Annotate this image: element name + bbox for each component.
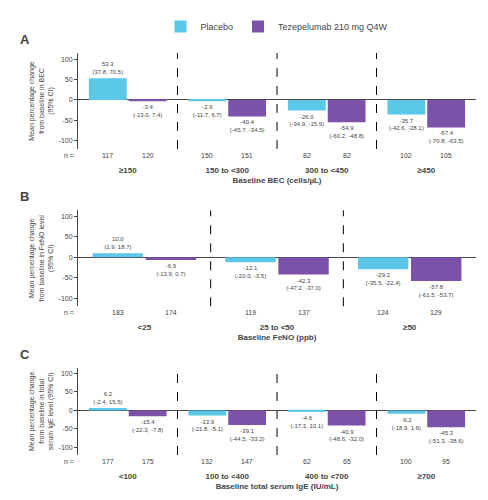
svg-text:Baseline FeNO (ppb): Baseline FeNO (ppb) bbox=[238, 333, 317, 342]
svg-text:147: 147 bbox=[241, 458, 253, 465]
svg-text:50: 50 bbox=[65, 233, 73, 240]
svg-text:≥700: ≥700 bbox=[417, 472, 435, 481]
svg-text:-57.8(-61.5, -53.7): -57.8(-61.5, -53.7) bbox=[419, 284, 454, 298]
svg-text:124: 124 bbox=[377, 309, 389, 316]
svg-text:-50: -50 bbox=[62, 425, 72, 432]
svg-text:0: 0 bbox=[69, 96, 73, 103]
svg-text:400 to <700: 400 to <700 bbox=[305, 472, 349, 481]
svg-text:-54.9(-60.2, -48.8): -54.9(-60.2, -48.8) bbox=[329, 125, 364, 139]
svg-text:-3.4(-13.0, 7.4): -3.4(-13.0, 7.4) bbox=[133, 104, 162, 118]
svg-text:Baseline total serum IgE (IU/m: Baseline total serum IgE (IU/mL) bbox=[216, 482, 339, 491]
svg-text:-29.2(-35.5, -22.4): -29.2(-35.5, -22.4) bbox=[366, 272, 401, 286]
svg-text:100: 100 bbox=[61, 213, 73, 220]
svg-text:177: 177 bbox=[102, 458, 114, 465]
svg-text:129: 129 bbox=[430, 309, 442, 316]
svg-text:102: 102 bbox=[400, 152, 412, 159]
svg-text:C: C bbox=[20, 347, 30, 362]
svg-text:-67.4(-70.8, -63.5): -67.4(-70.8, -63.5) bbox=[429, 130, 464, 144]
svg-text:132: 132 bbox=[201, 458, 213, 465]
svg-text:-42.3(-47.2, -37.0): -42.3(-47.2, -37.0) bbox=[286, 278, 321, 292]
svg-text:-4.6(-17.3, 10.1): -4.6(-17.3, 10.1) bbox=[291, 415, 324, 429]
svg-text:25 to <50: 25 to <50 bbox=[260, 323, 295, 332]
svg-text:n =: n = bbox=[64, 458, 74, 465]
svg-text:Mean percentage changefrom bas: Mean percentage changefrom baseline in B… bbox=[28, 61, 54, 140]
svg-text:-50: -50 bbox=[62, 117, 72, 124]
svg-text:62: 62 bbox=[303, 458, 311, 465]
svg-text:174: 174 bbox=[165, 309, 177, 316]
svg-text:175: 175 bbox=[142, 458, 154, 465]
svg-text:Placebo: Placebo bbox=[201, 22, 234, 32]
svg-text:-15.4(-22.3, -7.8): -15.4(-22.3, -7.8) bbox=[132, 419, 163, 433]
svg-text:≥450: ≥450 bbox=[417, 166, 435, 175]
svg-text:100: 100 bbox=[61, 56, 73, 63]
svg-text:-100: -100 bbox=[59, 295, 73, 302]
svg-text:≥150: ≥150 bbox=[119, 166, 137, 175]
svg-text:-40.9(-48.6, -32.0): -40.9(-48.6, -32.0) bbox=[329, 429, 364, 443]
svg-text:0: 0 bbox=[69, 254, 73, 261]
svg-text:-13.9(-21.8, -5.1): -13.9(-21.8, -5.1) bbox=[192, 419, 223, 433]
svg-text:151: 151 bbox=[241, 152, 253, 159]
svg-text:Tezepelumab 210 mg Q4W: Tezepelumab 210 mg Q4W bbox=[278, 22, 388, 32]
svg-text:82: 82 bbox=[343, 152, 351, 159]
svg-text:65: 65 bbox=[343, 458, 351, 465]
svg-text:<100: <100 bbox=[119, 472, 138, 481]
svg-text:<25: <25 bbox=[138, 323, 152, 332]
svg-text:≥50: ≥50 bbox=[403, 323, 417, 332]
svg-text:6.2(-2.4, 15.5): 6.2(-2.4, 15.5) bbox=[93, 391, 122, 405]
svg-text:A: A bbox=[20, 32, 30, 47]
svg-text:0: 0 bbox=[69, 407, 73, 414]
svg-text:-26.0(-34.9, -15.9): -26.0(-34.9, -15.9) bbox=[290, 114, 325, 128]
svg-text:53.3(37.8, 70.5): 53.3(37.8, 70.5) bbox=[93, 61, 124, 75]
svg-text:183: 183 bbox=[112, 309, 124, 316]
svg-text:-50: -50 bbox=[62, 274, 72, 281]
svg-text:300 to <450: 300 to <450 bbox=[305, 166, 349, 175]
svg-text:105: 105 bbox=[440, 152, 452, 159]
svg-text:82: 82 bbox=[303, 152, 311, 159]
svg-text:-12.1(-20.0, -3.5): -12.1(-20.0, -3.5) bbox=[235, 265, 266, 279]
svg-text:-40.4(-45.7, -34.5): -40.4(-45.7, -34.5) bbox=[230, 119, 265, 133]
svg-text:150 to <300: 150 to <300 bbox=[206, 166, 250, 175]
svg-text:B: B bbox=[20, 189, 29, 204]
svg-text:-100: -100 bbox=[59, 137, 73, 144]
svg-text:10.0(1.9, 18.7): 10.0(1.9, 18.7) bbox=[104, 236, 131, 250]
svg-text:-2.9(-11.7, 6.7): -2.9(-11.7, 6.7) bbox=[193, 104, 222, 118]
svg-text:119: 119 bbox=[245, 309, 256, 316]
svg-text:100 to <400: 100 to <400 bbox=[206, 472, 250, 481]
svg-text:n =: n = bbox=[64, 309, 74, 316]
svg-text:n =: n = bbox=[64, 152, 74, 159]
svg-text:100: 100 bbox=[61, 370, 73, 377]
svg-text:-100: -100 bbox=[59, 444, 73, 451]
svg-text:137: 137 bbox=[298, 309, 310, 316]
svg-text:-9.2(-18.9, 1.6): -9.2(-18.9, 1.6) bbox=[392, 417, 421, 431]
svg-text:Mean percentage changefrom bas: Mean percentage changefrom baseline in t… bbox=[28, 372, 54, 451]
svg-text:50: 50 bbox=[65, 388, 73, 395]
svg-text:117: 117 bbox=[102, 152, 113, 159]
svg-text:50: 50 bbox=[65, 76, 73, 83]
svg-text:-45.3(-51.3, -38.6): -45.3(-51.3, -38.6) bbox=[429, 430, 464, 444]
svg-text:150: 150 bbox=[201, 152, 213, 159]
svg-text:-35.7(-42.6, -28.1): -35.7(-42.6, -28.1) bbox=[389, 118, 424, 132]
svg-text:100: 100 bbox=[400, 458, 412, 465]
svg-text:Baseline BEC (cells/µL): Baseline BEC (cells/µL) bbox=[232, 176, 321, 185]
svg-text:Mean percentage changefrom bas: Mean percentage changefrom baseline in F… bbox=[28, 215, 54, 302]
svg-text:-39.1(-44.5, -33.2): -39.1(-44.5, -33.2) bbox=[230, 428, 265, 442]
svg-text:95: 95 bbox=[442, 458, 450, 465]
svg-text:-6.9(-13.9, 0.7): -6.9(-13.9, 0.7) bbox=[156, 263, 185, 277]
svg-text:120: 120 bbox=[142, 152, 154, 159]
